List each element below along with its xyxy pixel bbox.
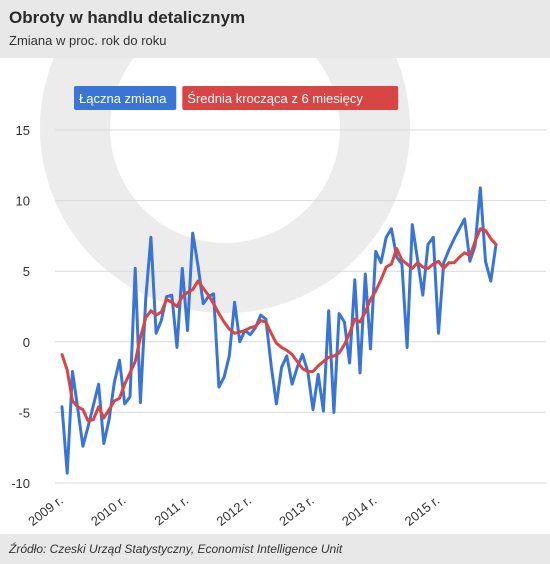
- y-tick-label: 0: [23, 335, 30, 350]
- x-axis-ticks: 2009 r. 2010 r. 2011 r. 2012 r. 2013 r. 2014 …: [25, 493, 442, 529]
- legend-label: Łączna zmiana: [79, 91, 167, 106]
- legend-swatch: [74, 86, 177, 110]
- chart-title: Obroty w handlu detalicznym: [9, 8, 246, 27]
- legend-item-total-change[interactable]: Łączna zmiana: [74, 86, 177, 110]
- y-axis-ticks: -10 -5 0 5 10 15: [11, 123, 30, 491]
- chart-subtitle: Zmiana w proc. rok do roku: [9, 33, 167, 48]
- legend-label: Średnia krocząca z 6 miesięcy: [187, 91, 363, 106]
- series-line-total-change: [60, 186, 498, 475]
- legend-swatch: [182, 86, 399, 110]
- y-tick-label: 10: [16, 194, 30, 209]
- y-tick-label: -5: [18, 405, 30, 420]
- series-line-moving-average: [60, 227, 498, 423]
- x-tick-label: 2009 r.: [25, 493, 66, 529]
- legend: Łączna zmiana Średnia krocząca z 6 miesię…: [74, 86, 399, 110]
- logo-watermark-icon: [40, 58, 410, 313]
- y-tick-label: 15: [16, 123, 30, 138]
- x-tick-label: 2013 r.: [276, 493, 317, 529]
- plot-area: -10 -5 0 5 10 15 2009 r. 2010 r. 2011 r. 2012 r.…: [0, 58, 550, 534]
- x-tick-label: 2014 r.: [339, 493, 380, 529]
- source-note: Źródło: Czeski Urząd Statystyczny, Econo…: [9, 542, 343, 556]
- chart-header: Obroty w handlu detalicznym Zmiana w pro…: [0, 0, 550, 58]
- line-chart: -10 -5 0 5 10 15 2009 r. 2010 r. 2011 r. 2012 r.…: [11, 58, 546, 529]
- series-lines: [60, 186, 498, 475]
- y-tick-label: -10: [11, 476, 30, 491]
- x-tick-label: 2015 r.: [402, 493, 443, 529]
- x-tick-label: 2010 r.: [88, 493, 129, 529]
- y-tick-label: 5: [23, 264, 30, 279]
- legend-item-moving-average[interactable]: Średnia krocząca z 6 miesięcy: [182, 86, 399, 110]
- x-tick-label: 2012 r.: [214, 493, 255, 529]
- x-tick-label: 2011 r.: [152, 493, 192, 529]
- gridlines: [55, 129, 546, 484]
